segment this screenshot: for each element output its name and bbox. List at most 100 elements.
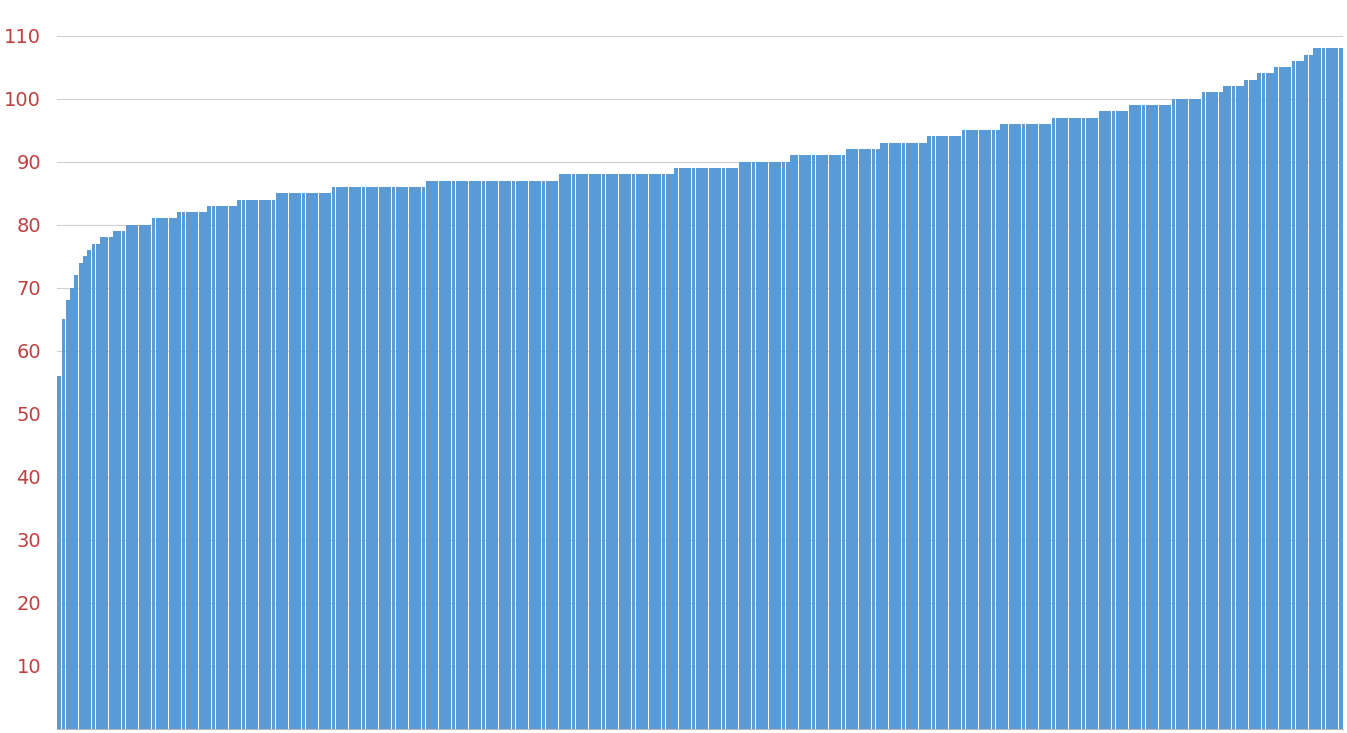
Bar <box>135 225 139 729</box>
Bar <box>298 194 302 729</box>
Bar <box>1292 61 1296 729</box>
Bar <box>730 168 734 729</box>
Bar <box>704 168 709 729</box>
Bar <box>812 155 815 729</box>
Bar <box>341 187 343 729</box>
Bar <box>1215 92 1218 729</box>
Bar <box>683 168 687 729</box>
Bar <box>799 155 803 729</box>
Bar <box>1129 105 1133 729</box>
Bar <box>139 225 143 729</box>
Bar <box>502 180 506 729</box>
Bar <box>876 149 880 729</box>
Bar <box>366 187 370 729</box>
Bar <box>477 180 481 729</box>
Bar <box>404 187 408 729</box>
Bar <box>691 168 695 729</box>
Bar <box>1257 73 1261 729</box>
Bar <box>824 155 828 729</box>
Bar <box>816 155 820 729</box>
Bar <box>1223 86 1227 729</box>
Bar <box>571 174 575 729</box>
Bar <box>84 257 88 729</box>
Bar <box>199 212 202 729</box>
Bar <box>546 180 550 729</box>
Bar <box>263 199 267 729</box>
Bar <box>524 180 528 729</box>
Bar <box>1331 48 1334 729</box>
Bar <box>624 174 626 729</box>
Bar <box>756 162 760 729</box>
Bar <box>1270 73 1274 729</box>
Bar <box>422 187 426 729</box>
Bar <box>414 187 418 729</box>
Bar <box>1013 124 1017 729</box>
Bar <box>1288 67 1292 729</box>
Bar <box>160 218 164 729</box>
Bar <box>671 174 674 729</box>
Bar <box>314 194 318 729</box>
Bar <box>632 174 636 729</box>
Bar <box>1168 105 1171 729</box>
Bar <box>469 180 473 729</box>
Bar <box>563 174 567 729</box>
Bar <box>1158 105 1162 729</box>
Bar <box>294 194 296 729</box>
Bar <box>785 162 789 729</box>
Bar <box>628 174 632 729</box>
Bar <box>284 194 288 729</box>
Bar <box>1026 124 1029 729</box>
Bar <box>439 180 443 729</box>
Bar <box>1121 111 1123 729</box>
Bar <box>893 143 897 729</box>
Bar <box>203 212 207 729</box>
Bar <box>345 187 349 729</box>
Bar <box>1219 92 1223 729</box>
Bar <box>426 180 430 729</box>
Bar <box>1296 61 1300 729</box>
Bar <box>125 225 129 729</box>
Bar <box>435 180 438 729</box>
Bar <box>490 180 494 729</box>
Bar <box>734 168 738 729</box>
Bar <box>773 162 777 729</box>
Bar <box>709 168 713 729</box>
Bar <box>1162 105 1167 729</box>
Bar <box>555 180 559 729</box>
Bar <box>585 174 589 729</box>
Bar <box>516 180 520 729</box>
Bar <box>807 155 811 729</box>
Bar <box>96 243 100 729</box>
Bar <box>74 275 78 729</box>
Bar <box>251 199 255 729</box>
Bar <box>974 130 978 729</box>
Bar <box>550 180 554 729</box>
Bar <box>1197 99 1202 729</box>
Bar <box>897 143 901 729</box>
Bar <box>987 130 991 729</box>
Bar <box>1056 117 1060 729</box>
Bar <box>392 187 396 729</box>
Bar <box>482 180 485 729</box>
Bar <box>194 212 198 729</box>
Bar <box>370 187 374 729</box>
Bar <box>225 206 229 729</box>
Bar <box>944 136 948 729</box>
Bar <box>1321 48 1325 729</box>
Bar <box>589 174 593 729</box>
Bar <box>983 130 987 729</box>
Bar <box>117 231 121 729</box>
Bar <box>178 212 182 729</box>
Bar <box>1313 48 1317 729</box>
Bar <box>932 136 935 729</box>
Bar <box>901 143 905 729</box>
Bar <box>396 187 400 729</box>
Bar <box>1115 111 1119 729</box>
Bar <box>529 180 532 729</box>
Bar <box>533 180 537 729</box>
Bar <box>143 225 147 729</box>
Bar <box>1103 111 1107 729</box>
Bar <box>379 187 383 729</box>
Bar <box>593 174 597 729</box>
Bar <box>649 174 653 729</box>
